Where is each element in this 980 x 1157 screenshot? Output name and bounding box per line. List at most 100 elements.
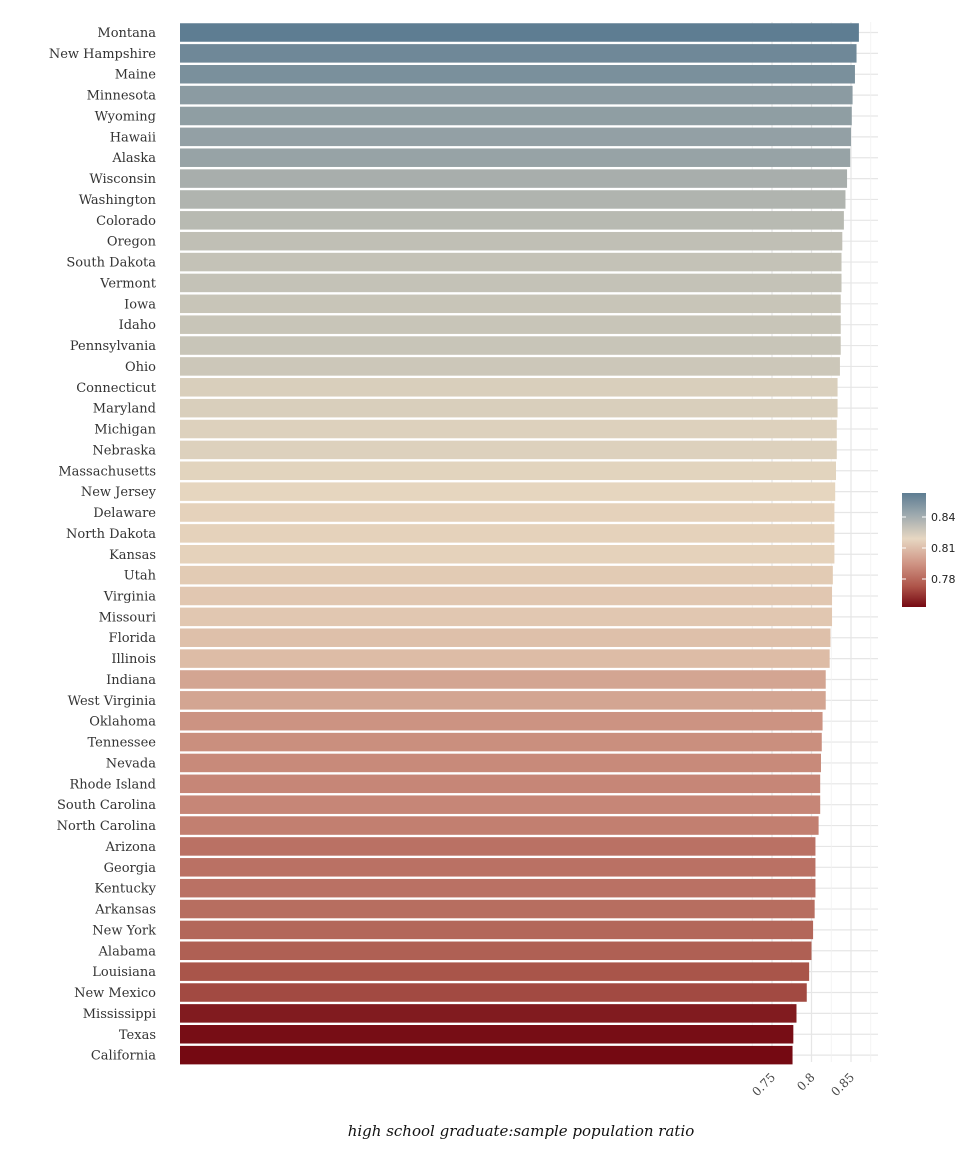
bar: [180, 294, 841, 314]
category-label: Minnesota: [87, 89, 157, 104]
category-label: Rhode Island: [69, 777, 156, 792]
bar: [180, 273, 842, 293]
color-legend: 0.84 0.81 0.78: [902, 493, 956, 607]
bar: [180, 774, 821, 794]
category-label: Maine: [115, 68, 157, 83]
bar: [180, 252, 842, 272]
category-label: Missouri: [99, 610, 156, 625]
legend-colorbar: [902, 493, 926, 607]
category-label: Louisiana: [92, 965, 156, 980]
bar: [180, 503, 835, 522]
category-label: Connecticut: [76, 381, 157, 396]
bar: [180, 231, 843, 251]
category-label: California: [91, 1049, 156, 1064]
category-label: Massachusetts: [58, 464, 156, 479]
bar: [180, 524, 835, 543]
bar: [180, 1004, 797, 1023]
legend-tick-label: 0.81: [931, 542, 956, 555]
bar: [180, 1025, 794, 1044]
category-label: Nevada: [106, 756, 156, 771]
bars: [180, 23, 859, 1065]
legend-tick-label: 0.84: [931, 511, 956, 524]
bar: [180, 795, 821, 814]
category-label: Wisconsin: [89, 172, 156, 187]
bar: [180, 44, 857, 63]
category-label: West Virginia: [68, 694, 157, 709]
bar: [180, 482, 836, 501]
category-label: Tennessee: [87, 736, 156, 751]
x-tick-label: 0.75: [749, 1070, 778, 1099]
category-label: Indiana: [106, 673, 156, 688]
category-label: Alaska: [111, 151, 156, 166]
bar: [180, 357, 840, 376]
bar: [180, 649, 830, 668]
category-label: South Carolina: [57, 798, 156, 813]
category-label: Pennsylvania: [70, 339, 156, 354]
bar: [180, 190, 846, 209]
category-label: Nebraska: [92, 443, 156, 458]
bar: [180, 336, 841, 355]
bar: [180, 461, 836, 481]
category-label: Montana: [97, 26, 156, 41]
category-label: Arkansas: [94, 903, 156, 918]
bar: [180, 983, 807, 1002]
category-label: Oklahoma: [89, 715, 156, 730]
bar: [180, 899, 815, 919]
category-label: New York: [92, 923, 156, 938]
category-label: Kansas: [109, 548, 156, 563]
bar: [180, 440, 837, 460]
category-label: Iowa: [124, 297, 156, 312]
category-label: New Jersey: [81, 485, 157, 500]
category-label: New Hampshire: [49, 47, 156, 62]
bar: [180, 878, 816, 898]
bar: [180, 23, 859, 42]
legend-tick-label: 0.78: [931, 573, 956, 586]
category-label: North Carolina: [57, 819, 157, 834]
category-label: North Dakota: [66, 527, 156, 542]
bar: [180, 858, 816, 877]
category-label: Michigan: [94, 423, 156, 438]
category-label: Florida: [109, 631, 157, 646]
bar: [180, 586, 833, 606]
category-label: New Mexico: [74, 986, 156, 1001]
category-label: Arizona: [104, 840, 156, 855]
bar: [180, 398, 838, 418]
category-label: Maryland: [93, 402, 156, 417]
bar: [180, 378, 838, 397]
category-label: Idaho: [119, 318, 157, 333]
bar: [180, 211, 844, 230]
category-label: Vermont: [99, 276, 157, 291]
category-label: Washington: [79, 193, 157, 208]
category-label: Colorado: [96, 214, 156, 229]
bar: [180, 106, 852, 126]
category-label: Virginia: [103, 589, 157, 604]
category-label: Wyoming: [95, 109, 156, 124]
category-label: Hawaii: [110, 130, 156, 145]
category-label: Kentucky: [94, 882, 156, 897]
bar: [180, 920, 814, 940]
bar: [180, 419, 837, 439]
bar: [180, 628, 831, 647]
bar: [180, 565, 833, 585]
category-label: Delaware: [93, 506, 156, 521]
bar: [180, 962, 810, 981]
category-label: Georgia: [104, 861, 157, 876]
bar: [180, 169, 848, 188]
bar: [180, 670, 826, 689]
bar: [180, 941, 812, 961]
category-label: South Dakota: [66, 256, 156, 271]
bar: [180, 816, 819, 835]
category-label: Utah: [124, 569, 157, 584]
bar: [180, 607, 833, 627]
category-label: Ohio: [125, 360, 156, 375]
bar: [180, 711, 823, 731]
bar: [180, 148, 851, 167]
x-tick-label: 0.8: [794, 1070, 817, 1093]
y-axis-labels: Montana New Hampshire Maine Minnesota Wyomin…: [49, 26, 157, 1064]
bar: [180, 315, 841, 334]
category-label: Mississippi: [83, 1007, 156, 1022]
bar: [180, 753, 821, 773]
category-label: Alabama: [98, 944, 157, 959]
bar: [180, 64, 855, 84]
